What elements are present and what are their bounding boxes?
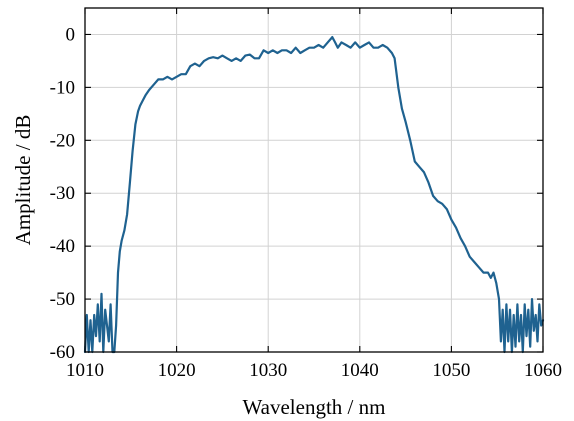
x-axis-title: Wavelength / nm [243,395,386,419]
y-tick-label: -50 [50,289,75,310]
x-tick-label: 1030 [249,360,287,381]
y-tick-label: -20 [50,130,75,151]
axis-ticks [84,8,544,353]
x-tick-label: 1060 [524,360,562,381]
y-tick-label: -40 [50,236,75,257]
y-tick-label: -30 [50,183,75,204]
x-tick-label: 1040 [341,360,379,381]
tick-labels: 1010 1020 1030 1040 1050 1060 0 -10 -20 -30 -40 -50… [50,24,562,381]
y-tick-label: 0 [66,24,76,45]
grid-lines [84,8,544,353]
series-layer [83,35,545,354]
x-tick-label: 1050 [432,360,470,381]
x-tick-label: 1010 [66,360,104,381]
y-tick-label: -60 [50,342,75,363]
spectrum-line [83,35,545,354]
plot-frame [84,7,544,353]
y-tick-label: -10 [50,77,75,98]
x-tick-label: 1020 [158,360,196,381]
y-axis-title: Amplitude / dB [11,115,35,246]
